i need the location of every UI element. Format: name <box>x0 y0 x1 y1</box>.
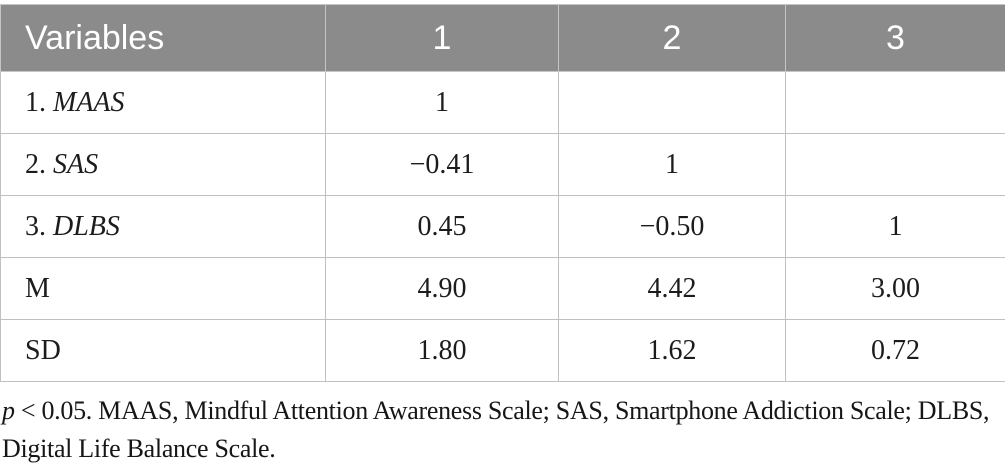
cell-value: 1.80 <box>325 319 559 382</box>
footnote-text: < 0.05. MAAS, Mindful Attention Awarenes… <box>2 396 990 463</box>
stat-label: SD <box>25 334 61 366</box>
p-symbol: p <box>2 396 15 425</box>
scale-abbrev: SAS <box>53 148 99 180</box>
row-label-mean: M <box>0 257 326 320</box>
row-label-maas: 1. MAAS <box>0 71 326 134</box>
header-col-2: 2 <box>558 4 786 72</box>
table-footnote: p < 0.05. MAAS, Mindful Attention Awaren… <box>2 392 1003 468</box>
row-number: 3. <box>25 210 53 242</box>
header-variables: Variables <box>0 4 326 72</box>
header-col-3: 3 <box>785 4 1005 72</box>
scale-abbrev: DLBS <box>53 210 120 242</box>
row-label-sas: 2. SAS <box>0 133 326 196</box>
cell-value: 0.45 <box>325 195 559 258</box>
table-row-maas: 1. MAAS 1 <box>0 71 1005 134</box>
cell-value: 1 <box>325 71 559 134</box>
row-label-sd: SD <box>0 319 326 382</box>
cell-value: 4.90 <box>325 257 559 320</box>
cell-value <box>785 133 1005 196</box>
header-col-1: 1 <box>325 4 559 72</box>
table-row-dlbs: 3. DLBS 0.45 −0.50 1 <box>0 195 1005 258</box>
table-row-mean: M 4.90 4.42 3.00 <box>0 257 1005 320</box>
cell-value: 3.00 <box>785 257 1005 320</box>
row-number: 2. <box>25 148 53 180</box>
cell-value: 4.42 <box>558 257 786 320</box>
table-row-sas: 2. SAS −0.41 1 <box>0 133 1005 196</box>
cell-value: 1 <box>785 195 1005 258</box>
correlation-table: Variables 1 2 3 1. MAAS 1 2. SAS −0.41 1… <box>0 4 1005 382</box>
row-label-dlbs: 3. DLBS <box>0 195 326 258</box>
cell-value: 1 <box>558 133 786 196</box>
cell-value <box>558 71 786 134</box>
cell-value: −0.41 <box>325 133 559 196</box>
cell-value: 0.72 <box>785 319 1005 382</box>
cell-value: 1.62 <box>558 319 786 382</box>
stat-label: M <box>25 272 50 304</box>
scale-abbrev: MAAS <box>53 86 125 118</box>
row-number: 1. <box>25 86 53 118</box>
table-row-sd: SD 1.80 1.62 0.72 <box>0 319 1005 382</box>
header-row: Variables 1 2 3 <box>0 4 1005 72</box>
cell-value: −0.50 <box>558 195 786 258</box>
cell-value <box>785 71 1005 134</box>
